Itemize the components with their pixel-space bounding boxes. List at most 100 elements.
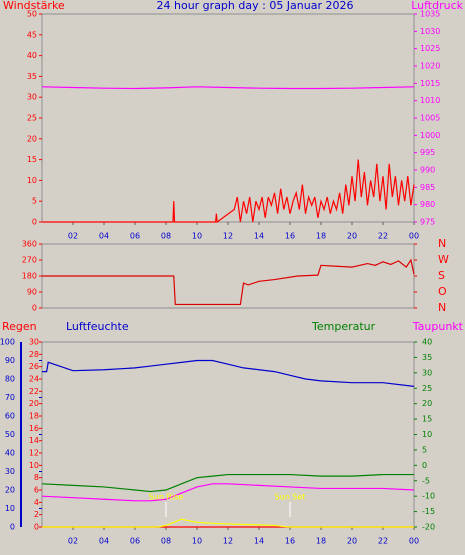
y-tick-label: 25 [27,114,37,123]
y-tick-label: 1015 [420,79,440,88]
x-tick-label: 16 [285,537,295,546]
y-tick-label: 15 [27,155,37,164]
y-tick-label: 35 [27,72,37,81]
annotation: Sun Rise [149,493,184,502]
x-tick-label: 00 [409,537,419,546]
y-tick-label: 0 [34,523,39,532]
y-tick-label: 985 [420,183,435,192]
x-tick-label: 06 [130,232,140,241]
y-tick-label: 2 [34,510,39,519]
y-tick-label: 40 [5,449,15,458]
axis-title: Temperatur [311,320,376,333]
y-tick-label: 1010 [420,96,440,105]
y-tick-label: 30 [5,467,15,476]
y-tick-label: 10 [5,504,15,513]
y-tick-label: 20 [29,399,39,408]
y-tick-label: 90 [5,356,15,365]
y-tick-label: S [438,269,445,282]
data-line [41,473,414,493]
y-tick-label: 1025 [420,44,440,53]
chart-title: 24 hour graph day : 05 Januar 2026 [157,0,354,12]
x-tick-label: 14 [254,232,264,241]
x-tick-label: 12 [223,537,233,546]
y-tick-label: N [438,237,446,250]
annotation: Sun Set [275,493,306,502]
y-tick-label: 8 [34,473,39,482]
x-tick-label: 12 [223,232,233,241]
y-tick-label: 40 [27,51,37,60]
y-tick-label: 360 [22,240,37,249]
x-tick-label: 22 [378,232,388,241]
axis-title: Luftfeuchte [66,320,129,333]
y-tick-label: 180 [22,272,37,281]
y-tick-label: 16 [29,424,39,433]
y-tick-label: 50 [5,430,15,439]
data-line [42,359,415,387]
x-tick-label: 22 [378,537,388,546]
y-tick-label: 25 [422,384,432,393]
data-line [42,518,414,528]
y-tick-label: 0 [32,304,37,313]
y-tick-label: 1005 [420,114,440,123]
x-tick-label: 18 [316,232,326,241]
y-tick-label: 28 [29,350,39,359]
y-tick-label: 20 [422,399,432,408]
y-tick-label: 12 [29,449,39,458]
y-tick-label: 18 [29,412,39,421]
axis-title: Windstärke [3,0,65,12]
y-tick-label: -10 [422,492,435,501]
y-tick-label: 24 [29,375,39,384]
y-tick-label: 70 [5,393,15,402]
y-tick-label: 0 [422,461,427,470]
x-tick-label: 08 [161,232,171,241]
data-line [41,86,415,90]
data-line [42,159,415,224]
y-tick-label: 990 [420,166,435,175]
y-tick-label: 0 [32,218,37,227]
data-line [42,258,415,306]
y-tick-label: 26 [29,362,39,371]
y-tick-label: 14 [29,436,39,445]
y-tick-label: 995 [420,148,435,157]
x-tick-label: 04 [99,537,109,546]
y-tick-label: 60 [5,412,15,421]
y-tick-label: -15 [422,507,435,516]
y-tick-label: 30 [422,368,432,377]
y-tick-label: 5 [32,197,37,206]
axis-title: Taupunkt [412,320,464,333]
y-tick-label: 20 [27,134,37,143]
x-tick-label: 10 [192,232,202,241]
x-tick-label: 10 [192,537,202,546]
y-tick-label: 50 [27,10,37,19]
y-tick-label: 15 [422,415,432,424]
y-tick-label: 20 [5,486,15,495]
y-tick-label: -5 [422,476,430,485]
y-tick-label: 45 [27,30,37,39]
y-tick-label: 1035 [420,10,440,19]
y-tick-label: 100 [0,338,15,347]
y-tick-label: 30 [27,93,37,102]
y-tick-label: 1020 [420,62,440,71]
y-tick-label: 0 [10,523,15,532]
y-tick-label: 1030 [420,27,440,36]
x-tick-label: 00 [409,232,419,241]
x-tick-label: 20 [347,232,357,241]
y-tick-label: O [438,285,447,298]
y-tick-label: 40 [422,338,432,347]
x-tick-label: 02 [68,537,78,546]
y-tick-label: 35 [422,353,432,362]
y-tick-label: 975 [420,218,435,227]
x-tick-label: 08 [161,537,171,546]
y-tick-label: 5 [422,445,427,454]
y-tick-label: 6 [34,486,39,495]
y-tick-label: 1000 [420,131,440,140]
plot-frame [41,13,415,223]
y-tick-label: N [438,301,446,314]
x-tick-label: 20 [347,537,357,546]
y-tick-label: 4 [34,498,39,507]
y-tick-label: W [438,253,449,266]
y-tick-label: 80 [5,375,15,384]
axis-title: Luftdruck [411,0,463,12]
y-tick-label: 10 [27,176,37,185]
